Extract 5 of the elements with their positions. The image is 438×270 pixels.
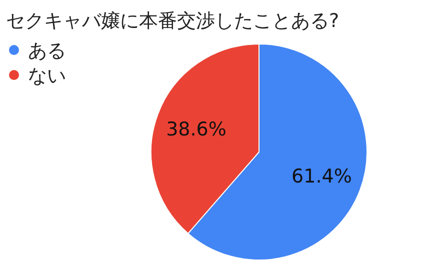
- legend-label: ない: [28, 65, 66, 87]
- legend-label: ある: [28, 40, 66, 62]
- data-label: 61.4%: [292, 165, 352, 188]
- data-label: 38.6%: [166, 118, 226, 141]
- chart-title: セクキャバ嬢に本番交渉したことある?: [6, 10, 340, 32]
